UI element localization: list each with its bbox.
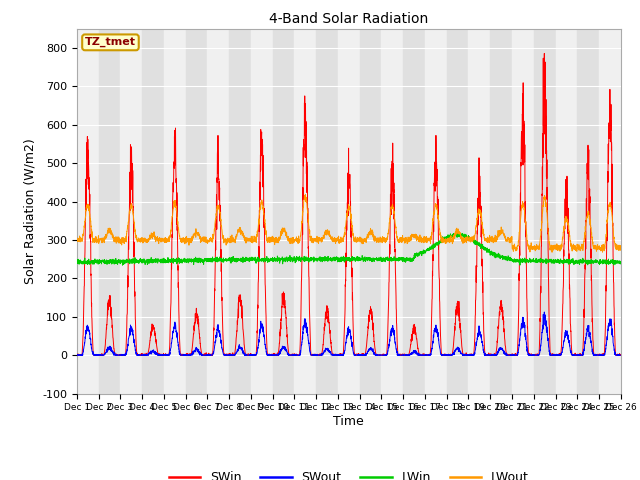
- Bar: [360, 29, 381, 394]
- Title: 4-Band Solar Radiation: 4-Band Solar Radiation: [269, 12, 428, 26]
- Bar: [403, 29, 425, 394]
- Bar: [164, 29, 186, 394]
- Y-axis label: Solar Radiation (W/m2): Solar Radiation (W/m2): [24, 138, 36, 284]
- Bar: [556, 29, 577, 394]
- Bar: [273, 29, 294, 394]
- Bar: [186, 29, 207, 394]
- Bar: [447, 29, 468, 394]
- Bar: [381, 29, 403, 394]
- Bar: [99, 29, 120, 394]
- Bar: [577, 29, 599, 394]
- Legend: SWin, SWout, LWin, LWout: SWin, SWout, LWin, LWout: [164, 467, 534, 480]
- Bar: [490, 29, 512, 394]
- Bar: [229, 29, 251, 394]
- X-axis label: Time: Time: [333, 415, 364, 428]
- Bar: [338, 29, 360, 394]
- Bar: [207, 29, 229, 394]
- Bar: [468, 29, 490, 394]
- Bar: [294, 29, 316, 394]
- Bar: [512, 29, 534, 394]
- Bar: [316, 29, 338, 394]
- Bar: [425, 29, 447, 394]
- Bar: [599, 29, 621, 394]
- Bar: [142, 29, 164, 394]
- Bar: [251, 29, 273, 394]
- Bar: [534, 29, 556, 394]
- Bar: [77, 29, 99, 394]
- Bar: [120, 29, 142, 394]
- Text: TZ_tmet: TZ_tmet: [85, 37, 136, 48]
